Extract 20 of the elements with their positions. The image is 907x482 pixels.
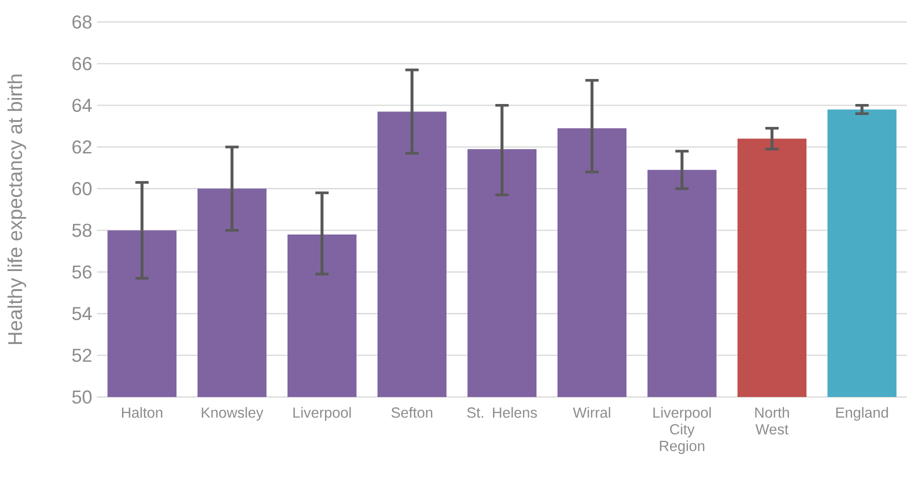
x-tick-label: Halton — [122, 407, 162, 418]
y-tick-label: 52 — [72, 348, 92, 362]
x-tick-label: England — [836, 407, 888, 421]
y-tick-label: 58 — [72, 224, 92, 237]
x-tick-label: North West — [755, 407, 789, 434]
x-tick-label: Sefton — [391, 407, 432, 418]
x-tick-label: Liverpool City Region — [653, 407, 711, 454]
x-tick-label: Wirral — [572, 407, 610, 418]
x-tick-label: Knowsley — [202, 407, 264, 421]
y-tick-label: 68 — [72, 15, 92, 29]
y-tick-label: 54 — [72, 307, 92, 320]
y-axis-title: Healthy life expectancy at birth — [8, 74, 26, 344]
x-tick-label: Liverpool — [293, 407, 351, 421]
y-tick-label: 50 — [72, 390, 92, 404]
x-tick-label: St. Helens — [467, 407, 537, 418]
y-tick-label: 56 — [72, 265, 92, 279]
y-tick-label: 64 — [72, 98, 92, 112]
y-tick-label: 60 — [72, 182, 92, 196]
y-tick-label: 66 — [72, 57, 92, 70]
y-tick-label: 62 — [72, 140, 92, 154]
